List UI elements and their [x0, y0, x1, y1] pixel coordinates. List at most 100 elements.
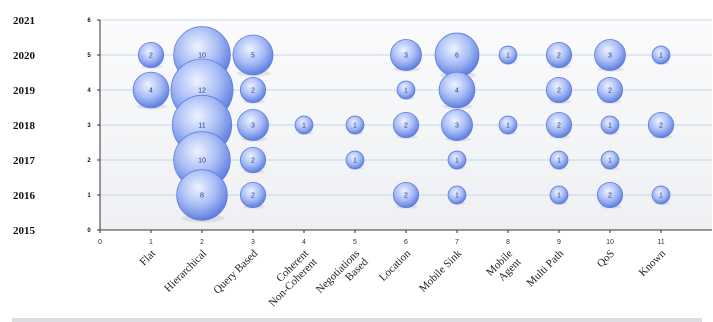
bubble: [651, 45, 671, 65]
y-tick-label: 0: [87, 228, 91, 234]
bubble: [396, 80, 416, 100]
category-label-line: Query Based: [211, 247, 260, 296]
bubble: [232, 34, 274, 76]
x-tick-label: 4: [302, 239, 306, 246]
bubble: [392, 111, 420, 139]
bubble: [600, 115, 620, 135]
bubble-value-label: 3: [455, 123, 459, 130]
bubble: [176, 169, 228, 221]
bubble-value-label: 2: [557, 123, 561, 130]
category-label: Multi Path: [525, 247, 567, 289]
bubble: [600, 150, 620, 170]
y-tick-label: 2: [87, 158, 91, 164]
bubble-value-label: 1: [353, 123, 357, 130]
bubble-value-label: 4: [455, 88, 459, 95]
category-label-line: Hierarchical: [162, 248, 209, 295]
x-tick-label: 5: [353, 239, 357, 246]
bubble-value-label: 1: [608, 123, 612, 130]
year-label-2016: 2016: [13, 190, 36, 202]
bubble-value-label: 1: [557, 158, 561, 165]
bubble-value-label: 2: [659, 123, 663, 130]
bottom-shadow-bar: [12, 318, 702, 322]
bubble-value-label: 1: [404, 88, 408, 95]
bubble-value-label: 2: [149, 53, 153, 60]
category-label: Query Based: [211, 247, 260, 296]
category-label-line: Location: [377, 247, 413, 283]
bubble: [545, 111, 573, 139]
bubble: [596, 76, 624, 104]
x-tick-label: 2: [200, 239, 204, 246]
category-label-line: Flat: [138, 248, 159, 269]
category-label: Flat: [138, 248, 159, 269]
bubble-value-label: 5: [251, 53, 255, 60]
bubble-value-label: 12: [198, 88, 206, 95]
x-tick-label: 1: [149, 239, 153, 246]
bubble: [345, 115, 365, 135]
bubble-value-label: 1: [659, 193, 663, 200]
bubble: [545, 41, 573, 69]
bubble-value-label: 3: [404, 53, 408, 60]
bubble-value-label: 3: [251, 123, 255, 130]
bubble: [392, 181, 420, 209]
y-tick-label: 1: [87, 193, 91, 199]
category-label-line: QoS: [595, 248, 617, 270]
bubble: [594, 39, 626, 71]
bubble-value-label: 3: [608, 53, 612, 60]
bubble: [345, 150, 365, 170]
bubble-value-label: 2: [251, 88, 255, 95]
bubble: [137, 41, 165, 69]
category-label: Known: [637, 247, 669, 279]
bubble-value-label: 2: [557, 88, 561, 95]
bubble: [498, 115, 518, 135]
bubble: [441, 109, 473, 141]
bubble-value-label: 11: [198, 123, 205, 130]
category-label: MobileAgent: [484, 248, 524, 288]
category-label: Mobile Sink: [417, 247, 465, 295]
year-label-2021: 2021: [13, 15, 35, 27]
bubble: [549, 150, 569, 170]
x-tick-label: 7: [455, 239, 459, 246]
bubble: [651, 185, 671, 205]
category-label: QoS: [595, 248, 617, 270]
bubble: [237, 109, 269, 141]
bubble-value-label: 2: [557, 53, 561, 60]
bubble-value-label: 1: [557, 193, 561, 200]
bubble-value-label: 1: [659, 53, 663, 60]
bubble-value-label: 1: [302, 123, 306, 130]
bubble-value-label: 1: [506, 123, 510, 130]
year-label-2019: 2019: [13, 85, 36, 97]
bubble-value-label: 1: [455, 193, 459, 200]
x-tick-label: 9: [557, 239, 561, 246]
x-tick-label: 8: [506, 239, 510, 246]
bubble-value-label: 2: [251, 193, 255, 200]
bubble: [647, 111, 675, 139]
bubble-value-label: 1: [506, 53, 510, 60]
bubble-value-label: 2: [251, 158, 255, 165]
bubble: [132, 71, 170, 109]
y-tick-label: 6: [87, 18, 91, 24]
category-label-line: Multi Path: [525, 247, 567, 289]
bubble: [545, 76, 573, 104]
x-tick-label: 10: [606, 239, 614, 246]
year-label-2017: 2017: [13, 155, 36, 167]
category-label: CoherentNon-Coherent: [258, 248, 319, 309]
bubble-value-label: 1: [353, 158, 357, 165]
category-label: Hierarchical: [162, 248, 209, 295]
y-tick-label: 4: [87, 88, 91, 94]
x-tick-label: 11: [657, 239, 664, 246]
bubble-value-label: 8: [200, 193, 204, 200]
x-tick-label: 0: [98, 239, 102, 246]
bubble: [549, 185, 569, 205]
bubble-value-label: 2: [404, 123, 408, 130]
bubble-value-label: 1: [608, 158, 612, 165]
y-tick-label: 5: [87, 53, 91, 59]
year-label-2018: 2018: [13, 120, 36, 132]
bubble: [390, 39, 422, 71]
bubble-value-label: 2: [608, 88, 612, 95]
category-label: NegotiationsBased: [314, 247, 371, 304]
bubble-value-label: 10: [198, 158, 206, 165]
bubble-value-label: 4: [149, 88, 153, 95]
year-label-2015: 2015: [13, 225, 36, 237]
bubble: [239, 181, 267, 209]
